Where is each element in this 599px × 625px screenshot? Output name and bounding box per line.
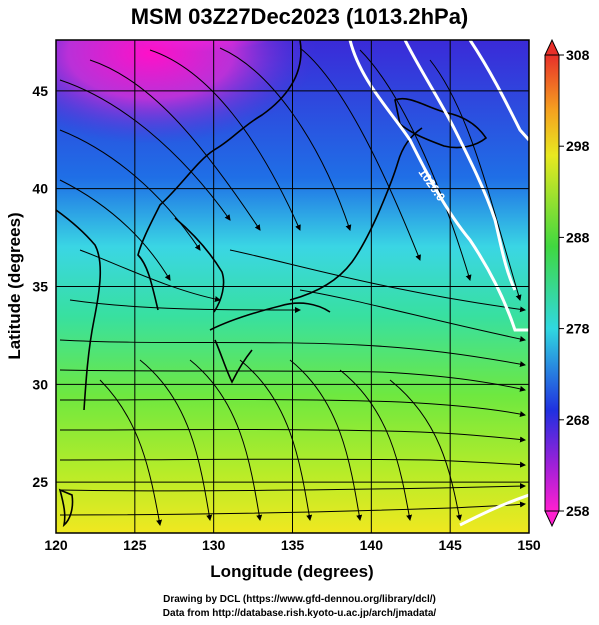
- x-tick-label: 120: [44, 537, 68, 553]
- colorbar-tick-label: 308: [566, 47, 590, 63]
- x-tick-label: 150: [517, 537, 541, 553]
- y-tick-label: 40: [32, 181, 48, 197]
- colorbar: 308 298 288 278 268 258: [544, 38, 590, 528]
- y-tick-label: 35: [32, 279, 48, 295]
- map-plot: 1020.0 120 125 130 135 140 145 150 2530354045 …: [5, 38, 590, 581]
- colorbar-tick-label: 258: [566, 503, 590, 519]
- colorbar-tick-label: 298: [566, 138, 590, 154]
- x-tick-label: 140: [360, 537, 384, 553]
- map-title: MSM 03Z27Dec2023 (1013.2hPa): [130, 4, 469, 29]
- cold-core-shading: [60, 40, 340, 100]
- grid-lines: [56, 40, 529, 533]
- x-tick-label: 145: [438, 537, 462, 553]
- x-axis-label: Longitude (degrees): [210, 562, 373, 581]
- colorbar-bar: [544, 54, 560, 512]
- y-tick-label: 30: [32, 376, 48, 392]
- colorbar-tick-label: 268: [566, 412, 590, 428]
- y-tick-labels: 25 30 35 40 45: [32, 83, 48, 490]
- x-tick-label: 125: [123, 537, 147, 553]
- colorbar-tick-label: 288: [566, 229, 590, 245]
- credit-drawing: Drawing by DCL (https://www.gfd-dennou.o…: [163, 594, 436, 605]
- credit-data: Data from http://database.rish.kyoto-u.a…: [162, 608, 437, 619]
- x-tick-label: 130: [202, 537, 226, 553]
- colorbar-tick-labels: 308 298 288 278 268 258: [559, 47, 590, 519]
- coastlines: [56, 40, 488, 528]
- colorbar-min-arrow: [544, 510, 560, 528]
- isobar-contours: [348, 40, 529, 527]
- colorbar-max-arrow: [544, 38, 560, 56]
- plot-frame: [55, 39, 530, 534]
- x-tick-labels: 120 125 130 135 140 145 150: [44, 537, 541, 553]
- x-tick-label: 135: [281, 537, 305, 553]
- y-tick-label: 25: [32, 474, 48, 490]
- streamlines: [59, 47, 526, 526]
- colorbar-tick-label: 278: [566, 321, 590, 337]
- y-tick-label: 45: [32, 83, 48, 99]
- y-axis-label: Latitude (degrees): [5, 212, 24, 359]
